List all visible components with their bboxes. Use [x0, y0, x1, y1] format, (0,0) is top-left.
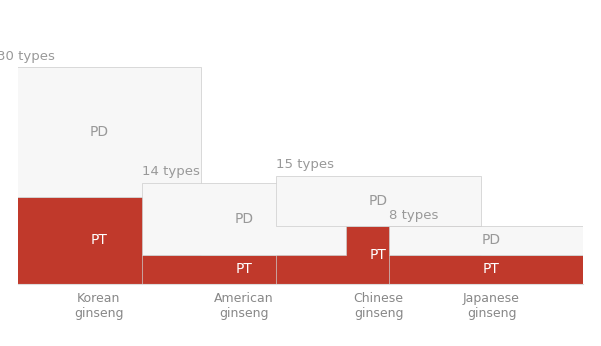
Bar	[142, 255, 346, 284]
Text: 14 types: 14 types	[142, 165, 200, 179]
Bar	[276, 175, 481, 226]
Bar	[0, 197, 201, 284]
Bar	[142, 183, 346, 255]
Text: PD: PD	[89, 125, 108, 139]
Text: PD: PD	[369, 194, 388, 208]
Text: PT: PT	[483, 262, 500, 276]
Bar	[389, 255, 594, 284]
Text: PD: PD	[234, 212, 254, 226]
Text: PT: PT	[370, 248, 387, 262]
Text: PT: PT	[236, 262, 252, 276]
Text: PT: PT	[90, 234, 107, 247]
Text: 8 types: 8 types	[389, 209, 439, 222]
Text: 15 types: 15 types	[276, 158, 334, 171]
Bar	[0, 67, 201, 197]
Text: PD: PD	[482, 234, 501, 247]
Text: 30 types: 30 types	[0, 50, 54, 63]
Bar	[389, 226, 594, 255]
Bar	[276, 226, 481, 284]
